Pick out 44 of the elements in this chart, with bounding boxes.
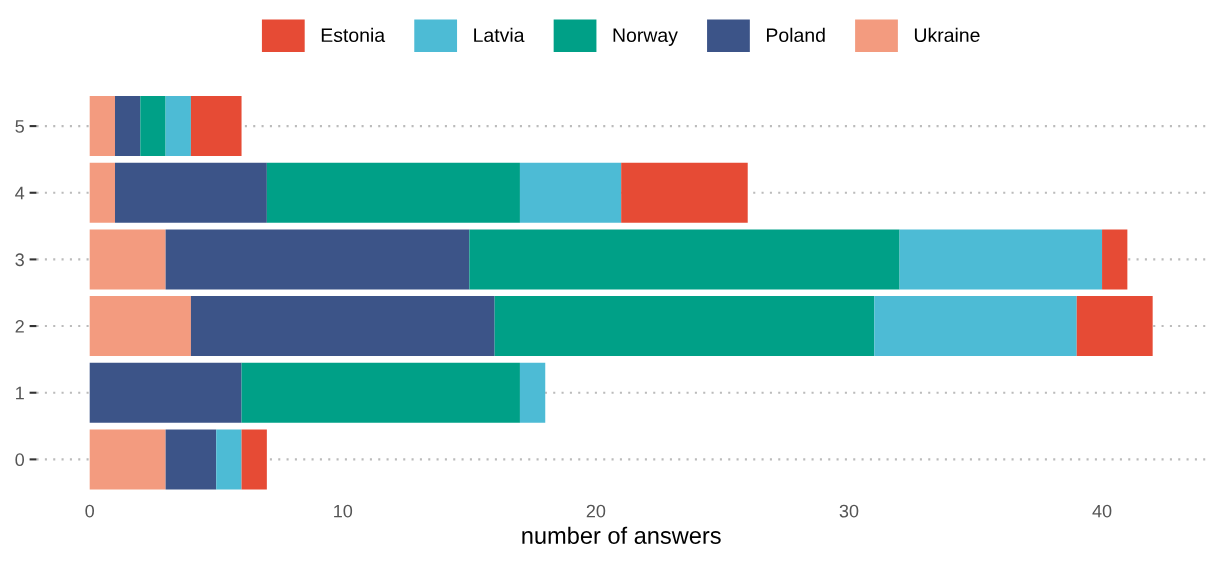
bar (519, 362, 546, 423)
bar (89, 162, 115, 223)
bar (241, 362, 520, 423)
y-tick-label: 4 (15, 186, 25, 200)
bar (190, 96, 242, 157)
bar (266, 162, 520, 223)
x-tick-label: 20 (586, 504, 606, 518)
bar (494, 296, 875, 357)
legend-label: Norway (613, 28, 678, 46)
y-tick-label: 3 (15, 253, 24, 267)
bar (165, 229, 470, 290)
y-tick-label: 1 (16, 386, 24, 400)
bar (89, 296, 191, 357)
bar (89, 96, 115, 157)
y-tick-label: 2 (15, 320, 24, 333)
bar (89, 229, 166, 290)
legend-label: Ukraine (914, 27, 980, 43)
bar (115, 162, 267, 223)
bar (621, 162, 748, 223)
bar (115, 96, 141, 157)
x-tick-label: 10 (334, 504, 353, 518)
bar (165, 96, 191, 157)
y-tick-label: 5 (15, 120, 24, 133)
bar (89, 362, 242, 423)
bar (241, 429, 267, 490)
x-tick-label: 0 (85, 504, 94, 518)
legend-label: Poland (766, 27, 825, 43)
bar (89, 429, 166, 490)
bar (469, 229, 900, 290)
bar (190, 296, 495, 357)
x-axis-title: number of answers (522, 526, 721, 544)
bar (1102, 229, 1128, 290)
legend-label: Estonia (321, 27, 386, 43)
bar (165, 429, 217, 490)
bar (899, 229, 1103, 290)
bar (140, 96, 166, 157)
bar (216, 429, 242, 490)
y-tick-label: 0 (15, 453, 25, 467)
bar (519, 162, 622, 223)
legend-label: Latvia (474, 27, 525, 43)
x-tick-label: 30 (839, 504, 859, 518)
bar (1076, 296, 1153, 357)
x-tick-label: 40 (1092, 504, 1112, 518)
bar (874, 296, 1077, 357)
